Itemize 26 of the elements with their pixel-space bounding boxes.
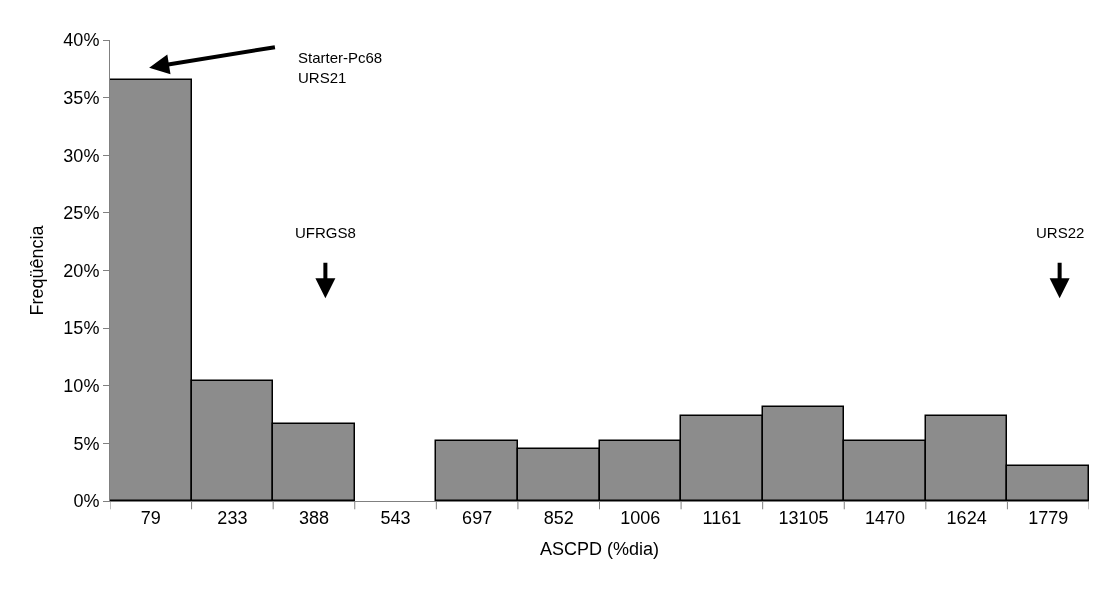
annotation: UFRGS8: [295, 224, 356, 241]
x-tick-label: 1161: [702, 507, 742, 528]
x-tick-label: 852: [543, 507, 574, 528]
y-tick-label: 40%: [63, 30, 100, 51]
y-axis-title: Freqüência: [26, 224, 47, 316]
x-tick-label: 543: [380, 507, 411, 528]
y-tick-label: 35%: [63, 87, 100, 108]
y-tick-label: 25%: [63, 203, 100, 224]
x-axis-title: ASCPD (%dia): [539, 538, 660, 559]
x-tick-label: 79: [140, 507, 161, 528]
x-tick-label: 13105: [778, 507, 829, 528]
x-tick-label: 388: [298, 507, 329, 528]
x-tick-label: 1006: [620, 507, 661, 528]
y-tick-label: 15%: [63, 318, 100, 339]
y-tick-label: 10%: [63, 376, 100, 397]
y-tick-label: 20%: [63, 260, 100, 281]
x-tick-label: 1624: [946, 507, 987, 528]
x-tick-label: 233: [217, 507, 248, 528]
annotation: Starter-Pc68 URS21: [298, 49, 383, 86]
y-tick-label: 30%: [63, 145, 100, 166]
y-tick-label: 5%: [73, 433, 100, 454]
x-tick-label: 697: [462, 507, 493, 528]
x-tick-label: 1779: [1028, 507, 1069, 528]
y-tick-label: 0%: [73, 491, 100, 512]
annotation: URS22: [1036, 224, 1085, 241]
x-tick-label: 1470: [865, 507, 906, 528]
